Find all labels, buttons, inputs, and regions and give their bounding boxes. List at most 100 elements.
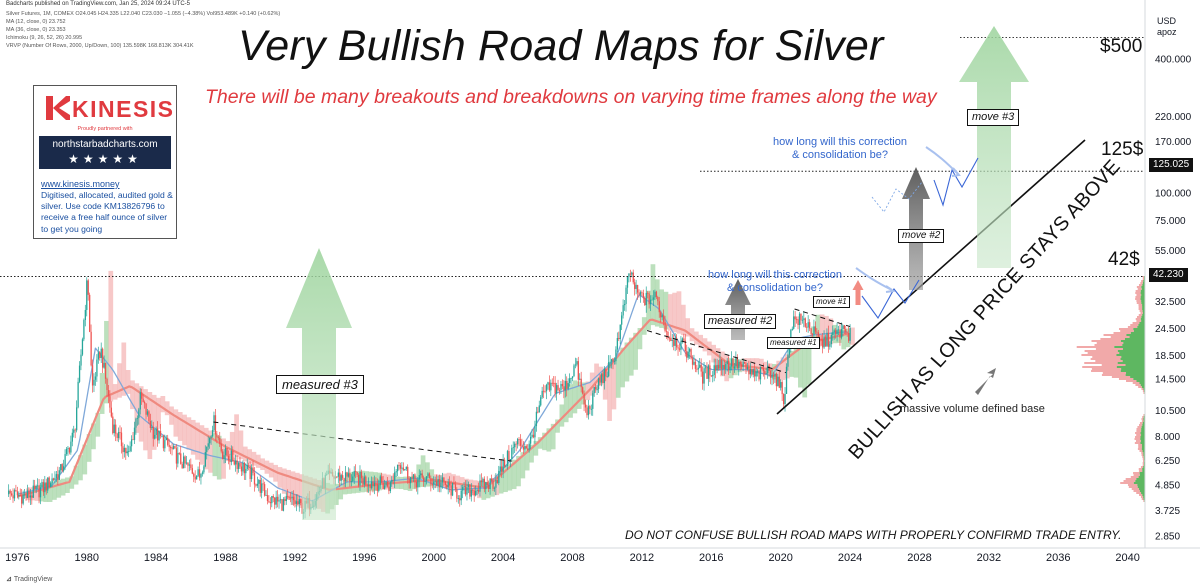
candle-body — [558, 389, 561, 391]
candle-body — [177, 452, 179, 464]
volume-bar-sell — [1135, 298, 1141, 300]
cloud-segment — [130, 380, 135, 410]
cloud-segment — [563, 387, 569, 423]
volume-bar-buy — [1140, 292, 1145, 294]
candle-body — [383, 485, 386, 489]
candle-body — [84, 309, 86, 321]
published-line: Badcharts published on TradingView.com, … — [6, 1, 191, 7]
candle-body — [29, 495, 32, 498]
volume-bar-buy — [1142, 310, 1145, 312]
candle-body — [242, 462, 244, 472]
volume-bar-sell — [1137, 288, 1142, 290]
candle-body — [479, 480, 481, 492]
candle-body — [404, 469, 406, 471]
volume-bar-buy — [1116, 354, 1145, 356]
cloud-segment — [815, 314, 821, 348]
cloud-segment — [229, 431, 235, 455]
candle-body — [209, 437, 211, 444]
promo-site[interactable]: northstarbadcharts.com — [52, 139, 158, 150]
candle-body — [250, 467, 253, 480]
volume-bar-buy — [1141, 492, 1145, 494]
candle-body — [540, 397, 542, 406]
volume-bar-buy — [1142, 284, 1145, 286]
candle-body — [135, 418, 137, 428]
candle-body — [187, 462, 189, 466]
candle-body — [785, 366, 788, 394]
candle-body — [535, 411, 538, 427]
cloud-segment — [724, 354, 730, 382]
candle-body — [142, 398, 144, 403]
candle-body — [765, 373, 767, 375]
vrvp-legend[interactable]: VRVP (Number Of Rows, 2000, Up/Down, 100… — [6, 43, 194, 49]
candle-body — [477, 489, 480, 492]
candle-body — [291, 496, 293, 499]
candle-body — [169, 447, 172, 448]
volume-bar-buy — [1133, 330, 1145, 332]
candle-body — [632, 272, 634, 283]
candle-body — [488, 485, 490, 489]
candle-body — [61, 464, 63, 471]
candle-body — [664, 321, 666, 331]
candle-body — [754, 369, 756, 377]
cloud-segment — [442, 473, 448, 488]
candle-body — [657, 296, 659, 302]
cloud-segment — [485, 482, 491, 499]
candle-body — [178, 452, 180, 454]
candle-body — [518, 439, 520, 440]
candle-body — [44, 482, 46, 493]
candle-body — [654, 291, 656, 298]
cloud-segment — [624, 342, 630, 382]
candle-body — [398, 464, 400, 466]
measured-2-label: measured #2 — [704, 314, 777, 329]
note-pointer-1 — [855, 267, 896, 293]
candle-body — [506, 451, 509, 467]
y-tick-label: 400.000 — [1155, 55, 1192, 66]
candle-body — [139, 392, 141, 410]
volume-bar-buy — [1142, 306, 1145, 308]
volume-bar-sell — [1141, 388, 1144, 390]
ma12-legend[interactable]: MA (12, close, 0) 23.752 — [6, 19, 66, 25]
cloud-segment — [108, 270, 114, 402]
cloud-segment — [537, 437, 543, 449]
candle-body — [109, 396, 111, 408]
promo-site-band[interactable]: northstarbadcharts.com ★★★★★ — [39, 136, 171, 169]
volume-bar-sell — [1123, 480, 1136, 482]
candle-body — [619, 324, 621, 340]
volume-bar-sell — [1138, 304, 1143, 306]
candle-body — [58, 470, 60, 480]
candle-body — [542, 390, 545, 392]
candle-body — [730, 358, 733, 367]
candle-body — [502, 459, 504, 472]
candle-body — [801, 319, 804, 321]
candle-body — [193, 473, 195, 477]
volume-bar-sell — [1141, 418, 1144, 420]
volume-bar-buy — [1141, 302, 1145, 304]
candle-body — [200, 473, 202, 478]
candle-body — [36, 485, 39, 487]
candle-body — [392, 479, 394, 481]
promo-url-link[interactable]: www.kinesis.money — [41, 179, 120, 189]
candle-body — [201, 472, 204, 474]
candle-body — [210, 436, 212, 438]
volume-bar-sell — [1102, 372, 1127, 374]
cloud-segment — [633, 332, 638, 370]
volume-bar-sell — [1136, 434, 1142, 436]
move-3-label: move #3 — [967, 109, 1020, 126]
cloud-segment — [251, 451, 257, 466]
candle-body — [190, 464, 192, 469]
candle-body — [661, 315, 663, 318]
kinesis-promo-box[interactable]: KINESIS Proudly partnered with northstar… — [33, 85, 177, 239]
candle-body — [555, 385, 558, 394]
candle-body — [810, 328, 812, 334]
ichimoku-legend[interactable]: Ichimoku (9, 26, 52, 26) 20.995 — [6, 35, 83, 41]
candle-body — [115, 424, 117, 434]
ma36-legend[interactable]: MA (36, close, 0) 23.353 — [6, 27, 66, 33]
candle-body — [233, 461, 235, 465]
volume-bar-sell — [1143, 460, 1145, 462]
candle-body — [547, 382, 549, 385]
volume-bar-buy — [1142, 312, 1145, 314]
candle-body — [846, 332, 848, 334]
candle-body — [593, 387, 595, 394]
x-tick-label: 2020 — [768, 552, 792, 564]
axes: 1976 1980 1984 1988 1992 1996 2000 2004 2008 2012… — [0, 0, 1200, 564]
